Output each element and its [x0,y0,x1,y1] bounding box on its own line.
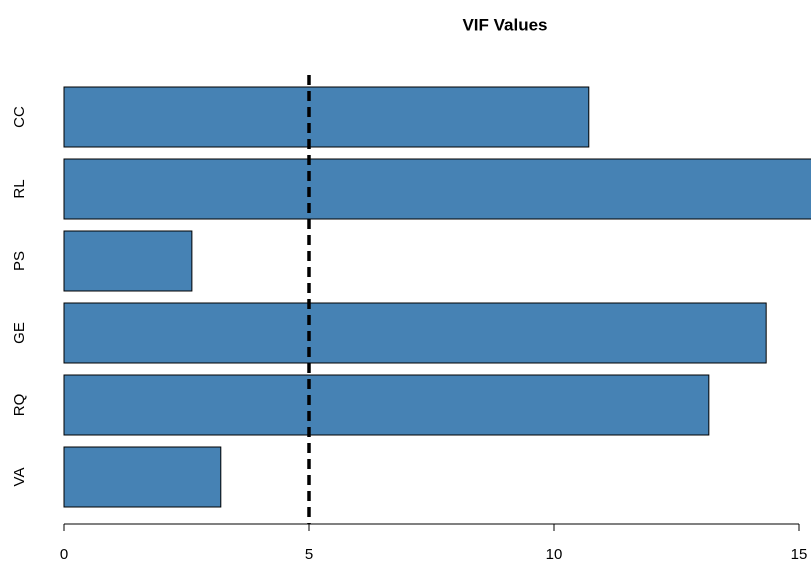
bar [63,158,811,220]
bar [63,446,222,508]
y-tick-label: GE [11,322,28,344]
y-tick-label: PS [11,251,28,271]
x-tick-label: 0 [60,546,68,563]
x-tick-label: 10 [546,546,563,563]
x-tick-label: 5 [305,546,313,563]
chart-title: VIF Values [462,15,547,34]
bar [63,374,710,436]
y-tick-label: CC [11,106,28,128]
y-tick-label: VA [11,468,28,487]
bar [63,230,193,292]
bar [63,302,767,364]
bar [63,86,590,148]
y-tick-label: RQ [11,394,28,417]
y-tick-label: RL [11,179,28,198]
x-tick-label: 15 [791,546,808,563]
